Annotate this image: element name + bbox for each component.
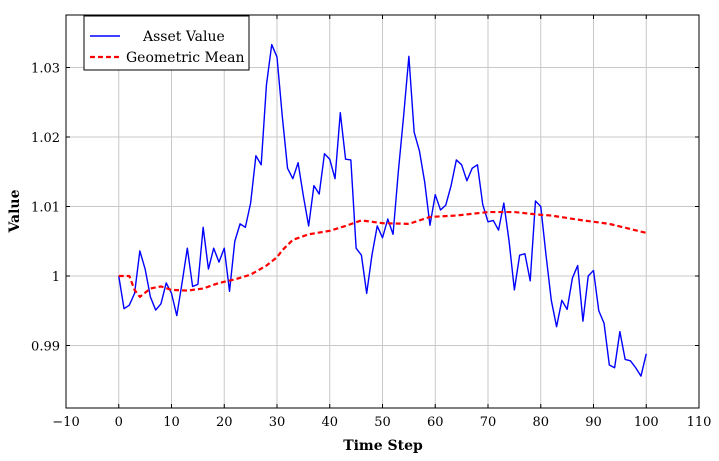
- x-tick-label: 30: [269, 415, 286, 430]
- y-tick-label: 1: [52, 270, 60, 285]
- y-tick-label: 1.01: [31, 201, 60, 216]
- x-tick-label: 60: [427, 415, 444, 430]
- x-tick-label: 20: [216, 415, 233, 430]
- x-tick-label: 70: [480, 415, 497, 430]
- x-tick-label: 0: [115, 415, 123, 430]
- x-tick-label: 10: [163, 415, 180, 430]
- x-tick-label: 100: [634, 415, 659, 430]
- ticks: −10 0 10 20 30 40 50 60 70 80 90 100 110 0.99 1 1.01 1.0…: [31, 15, 711, 430]
- grid: [66, 15, 699, 408]
- legend-label-asset: Asset Value: [142, 29, 225, 45]
- series-line-geometric-mean: [118, 210, 647, 298]
- y-tick-label: 0.99: [31, 340, 60, 355]
- y-tick-label: 1.02: [31, 131, 60, 146]
- legend-label-geomean: Geometric Mean: [126, 50, 245, 66]
- x-tick-label: 90: [585, 415, 602, 430]
- series-line-asset-value: [118, 43, 647, 377]
- series-layer: [118, 43, 647, 377]
- x-tick-label: 40: [321, 415, 338, 430]
- x-tick-label: −10: [52, 415, 79, 430]
- x-tick-label: 110: [687, 415, 712, 430]
- y-axis-label: Value: [7, 189, 23, 233]
- x-tick-label: 80: [532, 415, 549, 430]
- legend-box: [83, 15, 250, 71]
- x-axis-label: Time Step: [343, 438, 423, 454]
- x-tick-label: 50: [374, 415, 391, 430]
- y-tick-label: 1.03: [31, 62, 60, 77]
- legend: Asset Value Geometric Mean: [83, 15, 250, 71]
